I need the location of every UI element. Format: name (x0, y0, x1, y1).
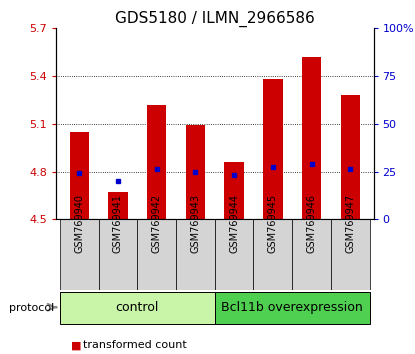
Bar (108, 193, 128, 219)
Text: GSM769945: GSM769945 (268, 194, 278, 253)
Bar (225, 162, 244, 219)
Bar (60, 219, 99, 290)
Text: ■: ■ (71, 340, 81, 350)
Bar (292, 219, 331, 290)
Text: Bcl11b overexpression: Bcl11b overexpression (221, 301, 363, 314)
Bar (215, 219, 254, 290)
Bar (341, 95, 360, 219)
Bar (263, 79, 283, 219)
Title: GDS5180 / ILMN_2966586: GDS5180 / ILMN_2966586 (115, 11, 315, 27)
Bar (186, 126, 205, 219)
Text: GSM769944: GSM769944 (229, 194, 239, 253)
Bar (60, 292, 215, 324)
Text: GSM769940: GSM769940 (74, 194, 84, 253)
Text: GSM769942: GSM769942 (152, 194, 162, 253)
Bar (176, 219, 215, 290)
Text: control: control (116, 301, 159, 314)
Text: GSM769941: GSM769941 (113, 194, 123, 253)
Bar (137, 219, 176, 290)
Bar (254, 219, 292, 290)
Text: GSM769947: GSM769947 (345, 194, 355, 253)
Bar (215, 292, 370, 324)
Text: GSM769946: GSM769946 (307, 194, 317, 253)
Bar (331, 219, 370, 290)
Bar (70, 132, 89, 219)
Text: transformed count: transformed count (83, 340, 187, 350)
Bar (302, 57, 321, 219)
Bar (99, 219, 137, 290)
Text: protocol: protocol (9, 303, 54, 313)
Bar (147, 105, 166, 219)
Text: GSM769943: GSM769943 (190, 194, 200, 253)
